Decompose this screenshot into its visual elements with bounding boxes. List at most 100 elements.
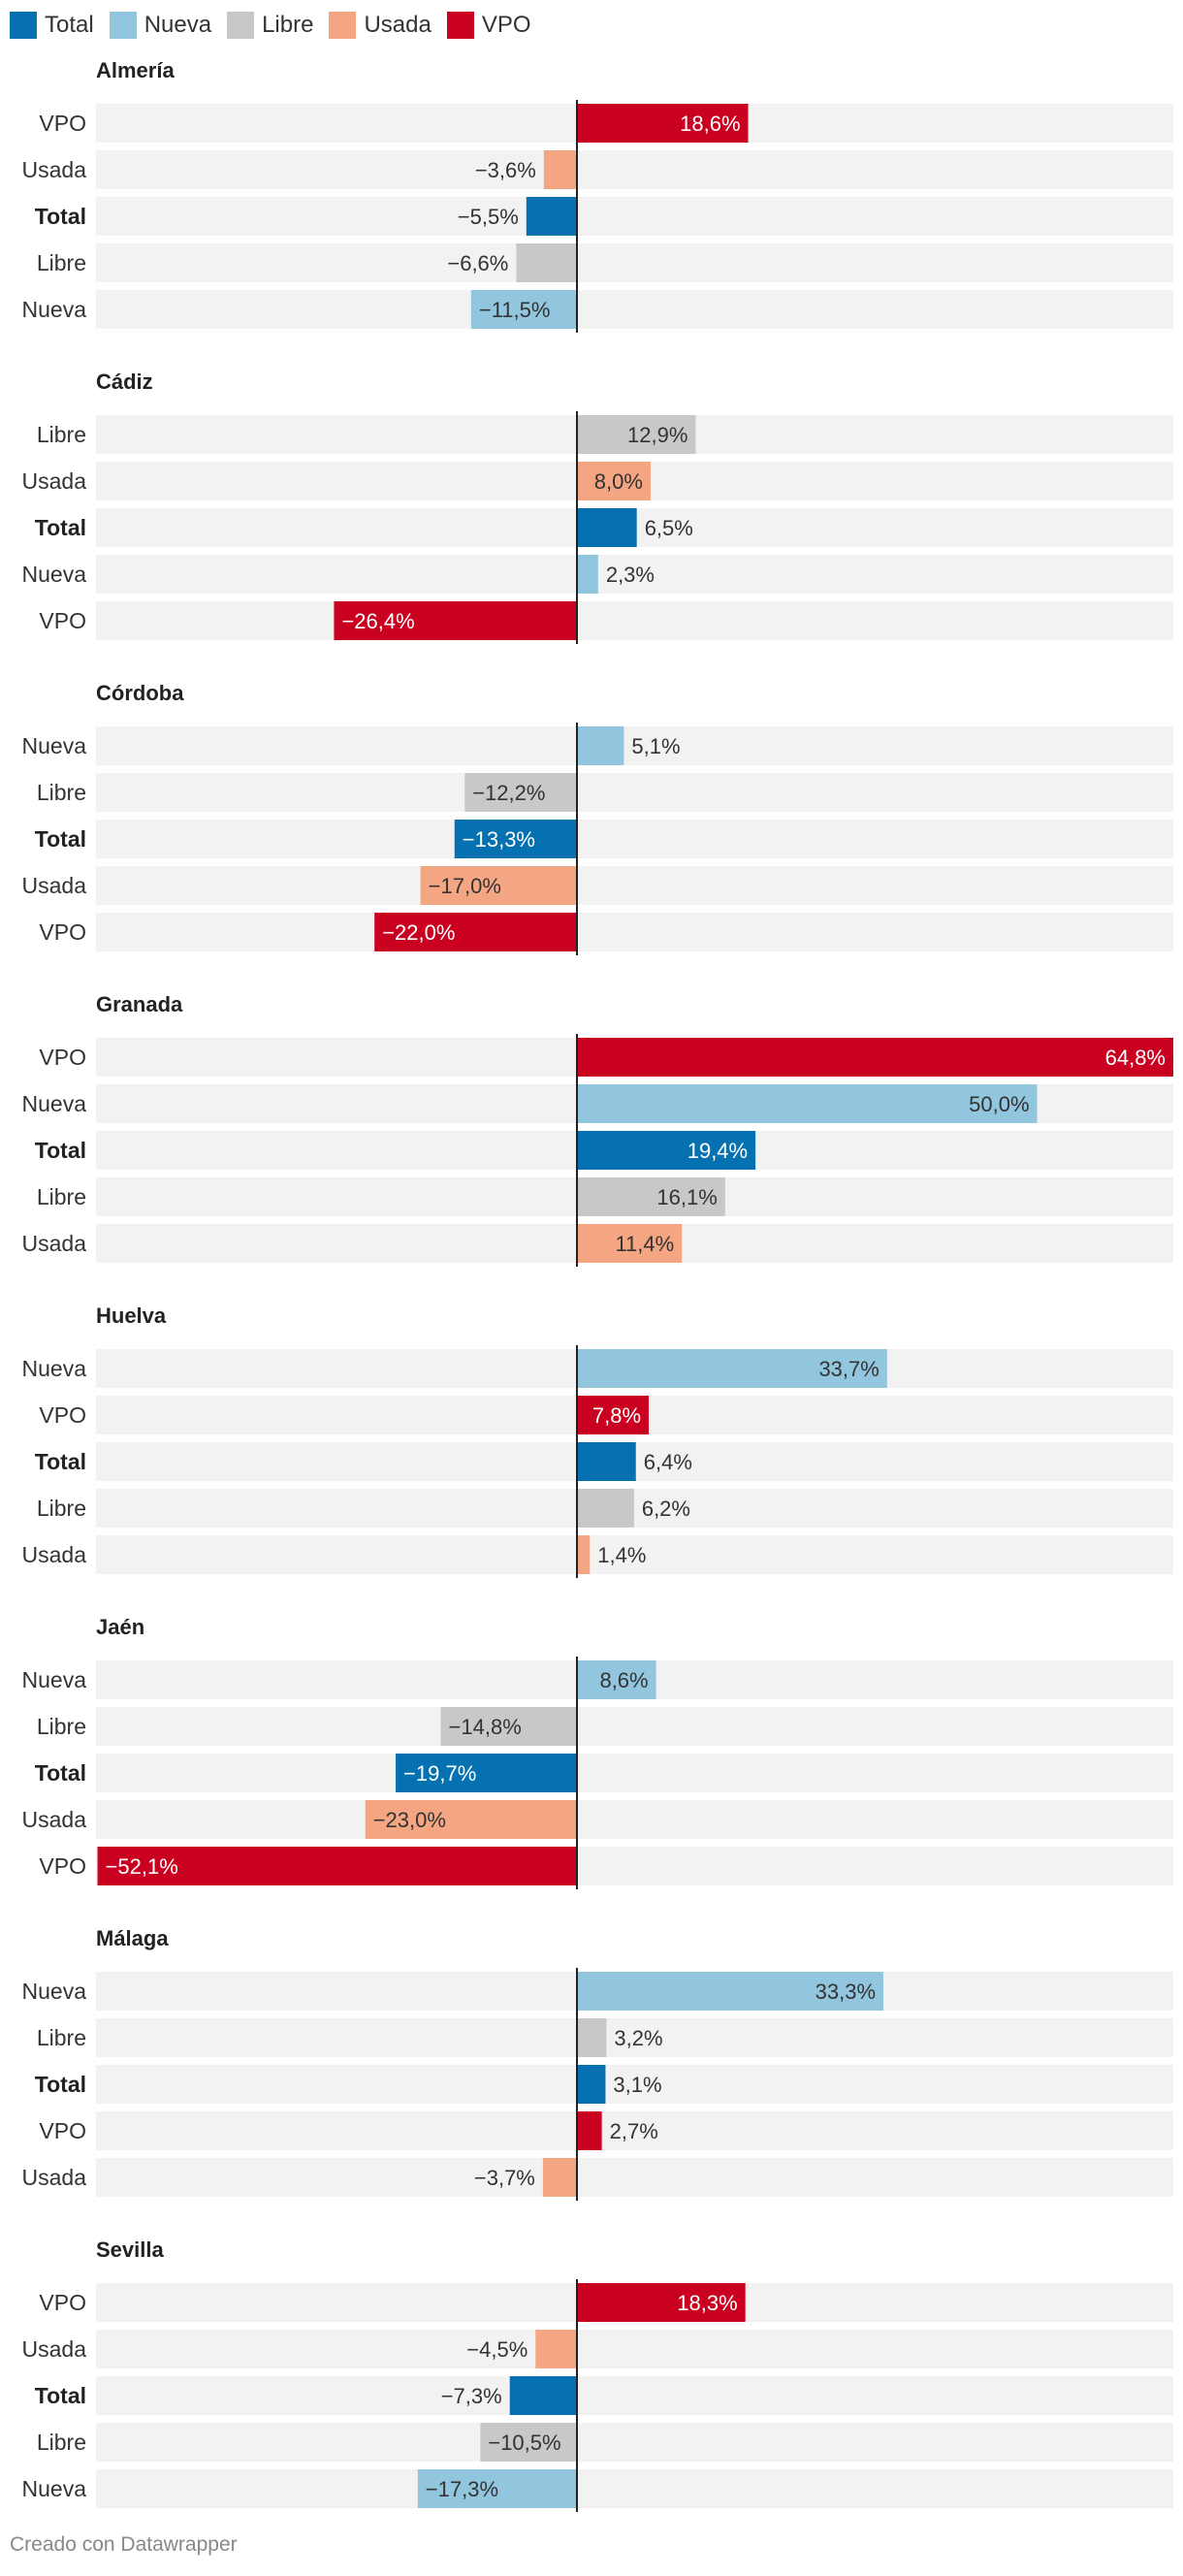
group-title: Sevilla	[96, 2238, 164, 2262]
bar-nueva	[577, 1084, 1038, 1123]
group-title: Córdoba	[96, 681, 184, 705]
bar-nueva	[470, 290, 577, 329]
bar-track	[96, 2111, 1173, 2150]
value-label: −4,5%	[466, 2337, 528, 2362]
bar-total	[454, 820, 577, 858]
category-label: Libre	[37, 780, 86, 805]
bar-track	[96, 243, 1173, 282]
category-label: VPO	[39, 608, 86, 633]
value-label: 50,0%	[969, 1092, 1029, 1116]
value-label: 12,9%	[627, 423, 687, 447]
value-label: 16,1%	[656, 1185, 717, 1209]
bar-track	[96, 601, 1173, 640]
value-label: 33,3%	[815, 1980, 876, 2004]
bar-vpo	[577, 2111, 602, 2150]
bar-usada	[577, 462, 651, 500]
value-label: −14,8%	[449, 1715, 522, 1739]
value-label: 11,4%	[615, 1232, 674, 1256]
category-label: VPO	[39, 919, 86, 945]
legend-label: Nueva	[144, 12, 212, 38]
value-label: 6,4%	[644, 1450, 692, 1474]
value-label: 6,2%	[642, 1497, 690, 1521]
value-label: 3,1%	[613, 2073, 661, 2097]
legend-label: VPO	[481, 12, 531, 38]
bar-vpo	[334, 601, 577, 640]
value-label: 6,5%	[645, 516, 693, 540]
group-title: Jaén	[96, 1615, 144, 1639]
value-label: −7,3%	[441, 2384, 502, 2408]
category-label: Usada	[22, 1231, 87, 1256]
category-label: Libre	[37, 2430, 86, 2455]
bar-track	[96, 2018, 1173, 2057]
bar-track	[96, 773, 1173, 812]
category-label: Total	[35, 515, 86, 540]
bar-nueva	[417, 2469, 577, 2508]
category-label: Nueva	[22, 1356, 87, 1381]
legend-item-usada: Usada	[329, 12, 432, 39]
value-label: −6,6%	[447, 251, 508, 275]
bar-total	[577, 1442, 636, 1481]
bar-track	[96, 197, 1173, 236]
bar-track	[96, 913, 1173, 951]
value-label: 8,6%	[599, 1668, 648, 1692]
category-label: Nueva	[22, 297, 87, 322]
value-label: 64,8%	[1105, 1046, 1166, 1070]
legend-swatch	[227, 12, 255, 39]
category-label: VPO	[39, 2290, 86, 2315]
bar-total	[577, 508, 637, 547]
bar-track	[96, 2376, 1173, 2415]
category-label: Total	[35, 1138, 86, 1163]
group-title: Cádiz	[96, 370, 153, 394]
legend-label: Libre	[262, 12, 314, 38]
value-label: 3,2%	[614, 2026, 662, 2050]
bar-track	[96, 820, 1173, 858]
value-label: −3,6%	[475, 158, 536, 182]
bar-nueva	[577, 1349, 887, 1388]
value-label: −12,2%	[472, 781, 545, 805]
value-label: −11,5%	[479, 298, 551, 322]
bar-libre	[516, 243, 577, 282]
bar-track	[96, 866, 1173, 905]
category-label: Libre	[37, 1184, 86, 1209]
bar-total	[526, 197, 577, 236]
footer-credit: Creado con Datawrapper	[10, 2533, 238, 2556]
legend-item-total: Total	[10, 12, 94, 39]
bar-track	[96, 2330, 1173, 2368]
bar-usada	[577, 1224, 683, 1263]
bar-total	[509, 2376, 577, 2415]
bar-track	[96, 2469, 1173, 2508]
category-label: Nueva	[22, 562, 87, 587]
bar-track	[96, 2065, 1173, 2104]
legend-swatch	[10, 12, 37, 39]
chart-legend: Total Nueva Libre Usada VPO	[10, 8, 547, 43]
category-label: Usada	[22, 1542, 87, 1567]
bar-nueva	[577, 555, 598, 594]
bar-usada	[577, 1535, 591, 1574]
category-label: Libre	[37, 250, 86, 275]
category-label: Total	[35, 1449, 86, 1474]
value-label: −26,4%	[341, 609, 414, 633]
category-label: Total	[35, 826, 86, 852]
category-label: Usada	[22, 1807, 87, 1832]
bar-total	[396, 1754, 577, 1792]
bar-track	[96, 555, 1173, 594]
category-label: Nueva	[22, 1091, 87, 1116]
bar-track	[96, 2423, 1173, 2462]
value-label: −19,7%	[403, 1761, 476, 1786]
bar-track	[96, 726, 1173, 765]
bar-libre	[577, 2018, 607, 2057]
bar-libre	[480, 2423, 577, 2462]
category-label: Libre	[37, 2025, 86, 2050]
category-label: Total	[35, 204, 86, 229]
category-label: Usada	[22, 468, 87, 494]
bar-vpo	[577, 1396, 650, 1434]
bar-libre	[577, 1489, 634, 1528]
category-label: Total	[35, 2383, 86, 2408]
category-label: VPO	[39, 1853, 86, 1879]
bar-track	[96, 150, 1173, 189]
legend-swatch	[329, 12, 357, 39]
value-label: −23,0%	[373, 1808, 446, 1832]
value-label: 18,3%	[677, 2291, 737, 2315]
group-title: Huelva	[96, 1304, 167, 1328]
value-label: −10,5%	[488, 2431, 560, 2455]
